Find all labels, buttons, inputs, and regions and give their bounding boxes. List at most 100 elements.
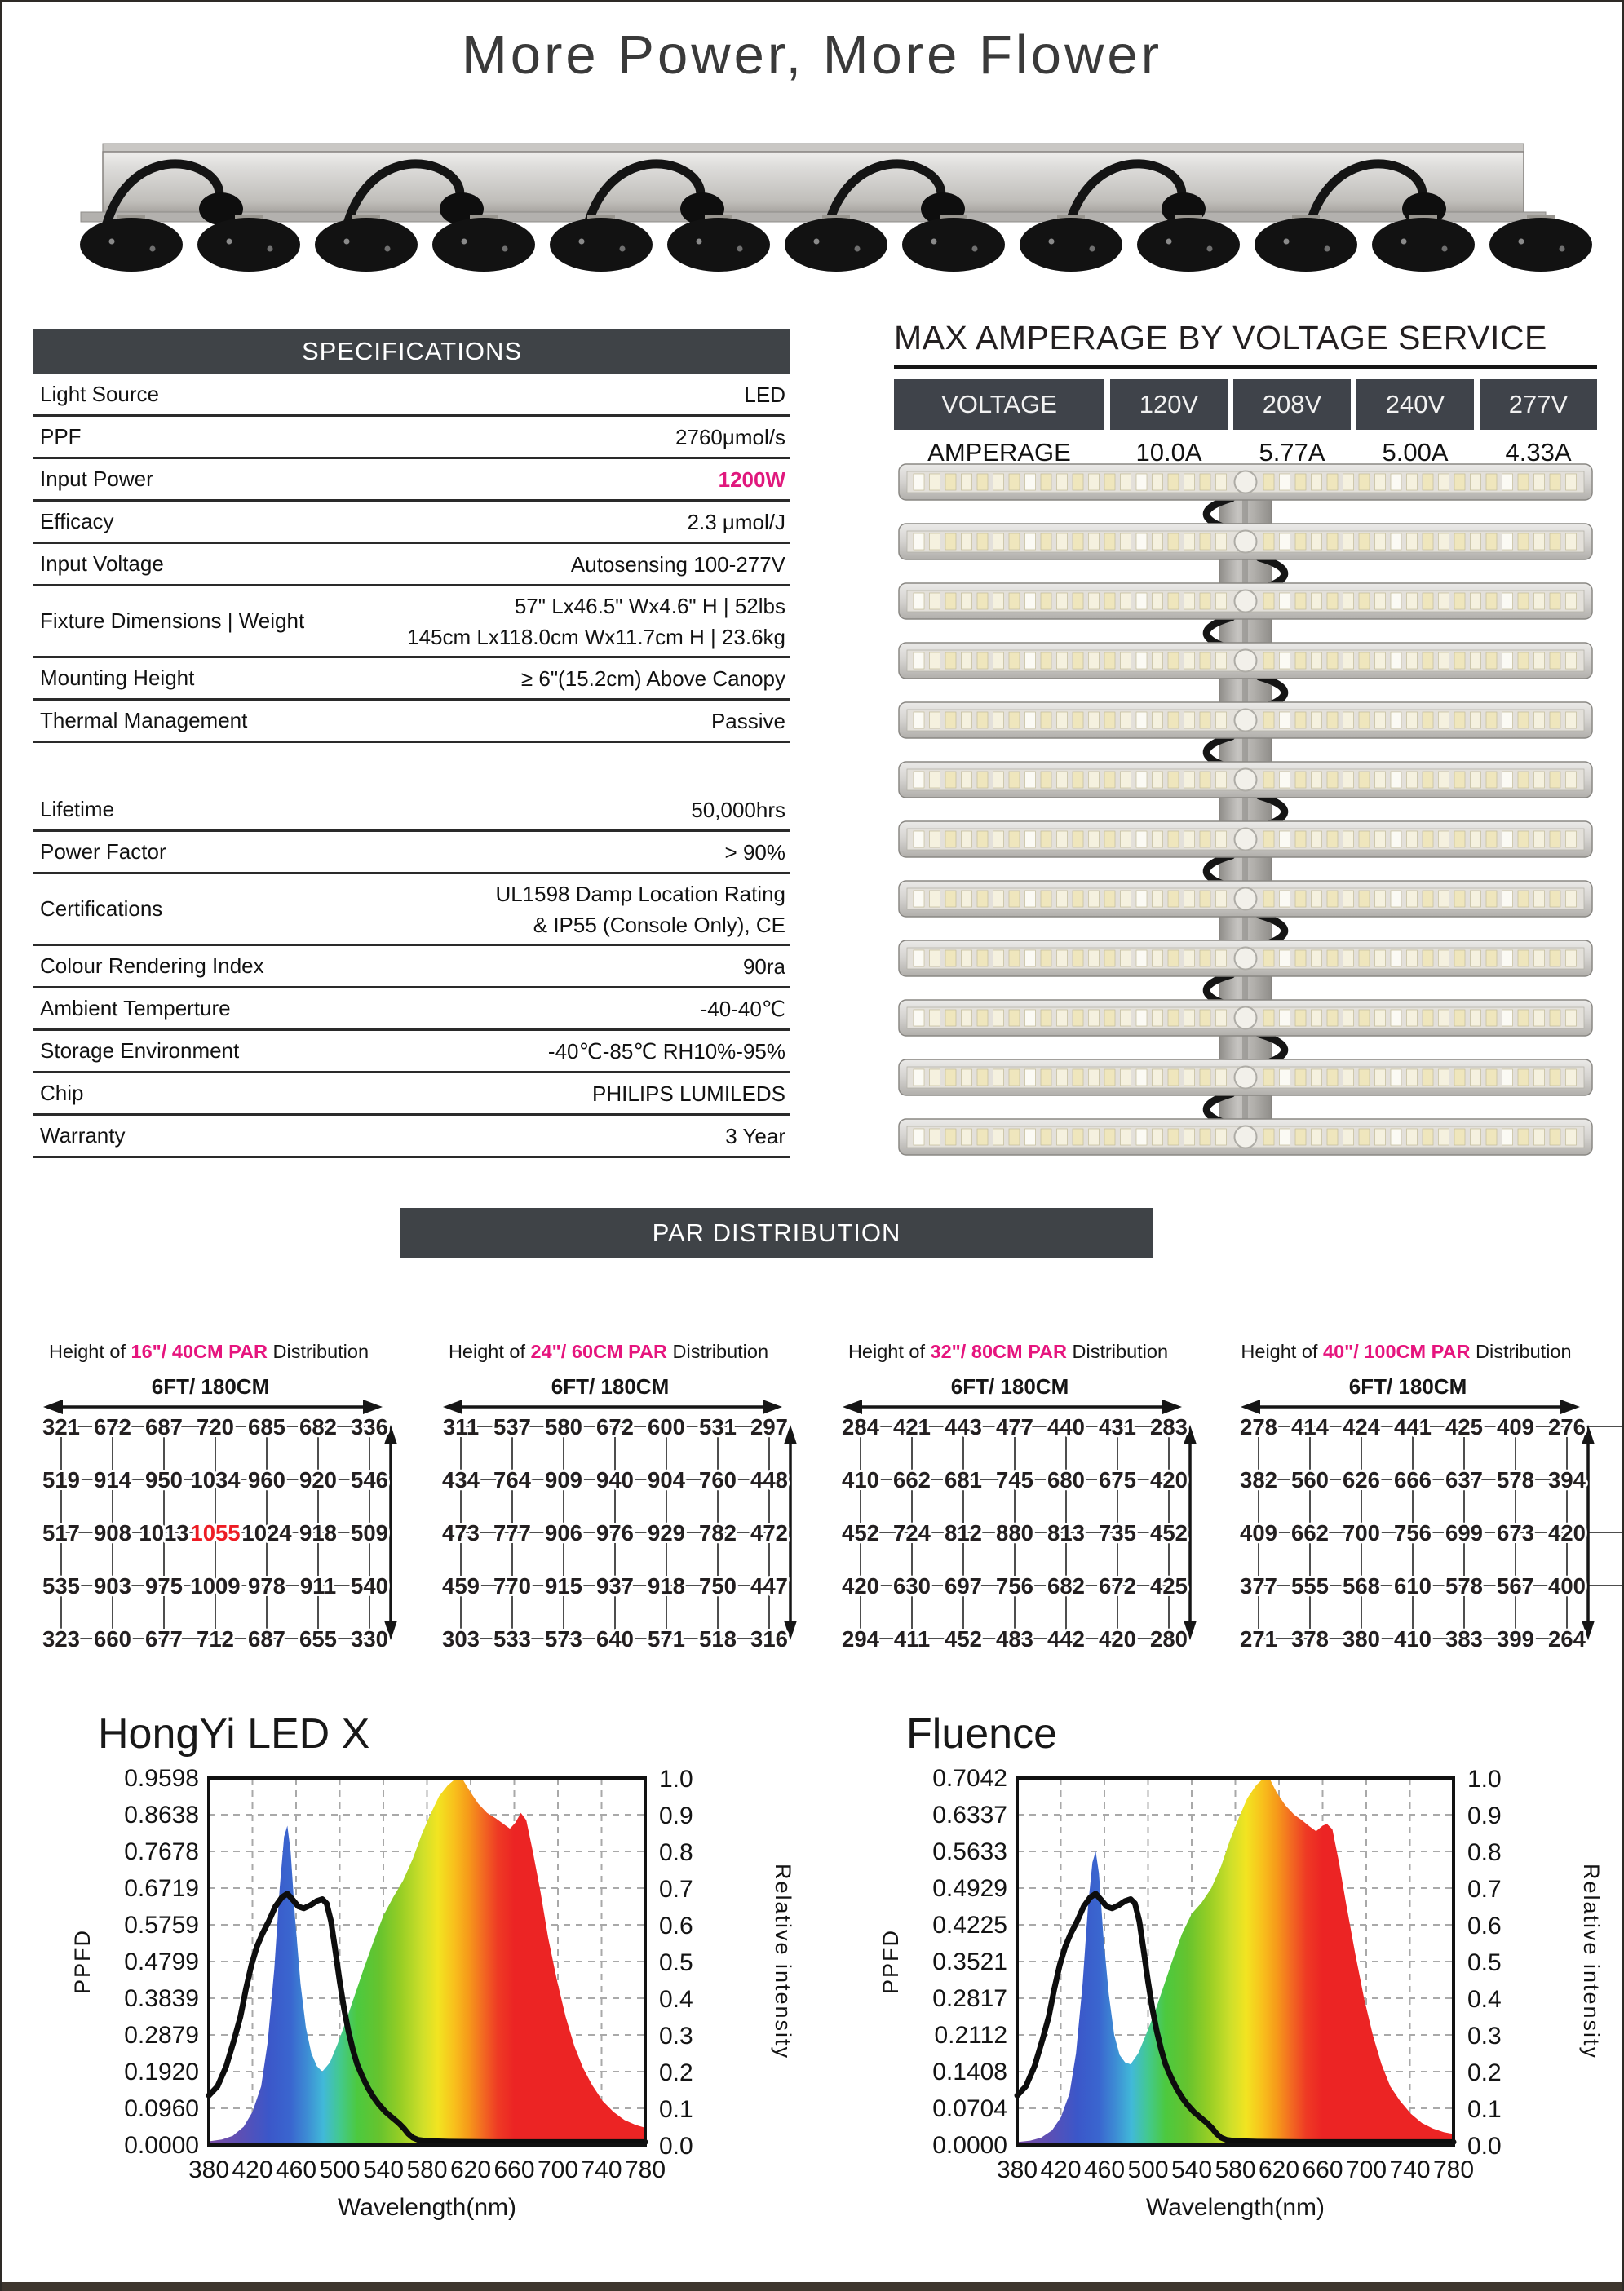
led-chip [1184,949,1195,967]
x-axis-tick: 420 [232,2156,272,2183]
par-width-label: 6FT/ 180CM [951,1374,1069,1399]
par-value: 425 [1150,1573,1188,1599]
led-chip [1517,711,1529,729]
led-chip [1390,1068,1402,1086]
led-chip [993,890,1004,908]
led-chip [1470,533,1481,551]
led-chip [1470,592,1481,610]
par-value: 909 [545,1467,582,1493]
led-chip [1152,830,1163,848]
led-chip [993,652,1004,670]
led-chip [1374,1128,1386,1146]
led-chip [1502,533,1513,551]
par-value: 681 [945,1467,982,1493]
led-chip [1358,473,1370,491]
led-chip [1152,711,1163,729]
par-value: 573 [545,1626,582,1652]
led-chip [1422,592,1434,610]
led-chip [1502,1009,1513,1027]
par-value: 567 [1497,1573,1534,1599]
led-chip [913,1068,925,1086]
par-value: 540 [351,1573,388,1599]
led-chip [1502,890,1513,908]
led-chip [1279,830,1290,848]
amperage-value: 5.00A [1382,438,1449,467]
par-width-label: 6FT/ 180CM [152,1374,270,1399]
par-value: 756 [1394,1520,1432,1546]
led-chip [961,533,972,551]
par-distribution-banner: PAR DISTRIBUTION [400,1208,1153,1258]
right-axis-tick: 0.1 [659,2096,693,2123]
led-chip [1422,1009,1434,1027]
par-value: 672 [94,1414,131,1440]
par-value: 264 [1548,1626,1586,1652]
led-chip [1294,592,1307,610]
led-chip [1104,890,1116,908]
spectrum-chart-svg: 0.7042 0.6337 0.5633 0.4929 0.4225 0.3521 0.28… [878,1765,1604,2221]
led-chip [1088,1009,1100,1027]
led-chip [1343,890,1354,908]
led-chip [929,1128,940,1146]
par-value: 531 [699,1414,737,1440]
led-chip [1024,533,1036,551]
led-chip [1517,1068,1529,1086]
led-chip [1390,1128,1402,1146]
bar-end-cap [902,218,1005,272]
par-value: 283 [1150,1414,1188,1440]
par-value: 452 [842,1520,879,1546]
led-chip [1326,949,1339,967]
led-chip [913,711,925,729]
arrow-left-icon [43,1400,63,1414]
par-value: 914 [94,1467,132,1493]
led-chip [1215,592,1227,610]
par-value: 677 [145,1626,183,1652]
led-chip [1390,473,1402,491]
led-chip [945,652,957,670]
led-bar [898,940,1593,977]
led-chip [1454,890,1466,908]
led-chip [1152,473,1163,491]
led-chip [976,949,989,967]
spec-row: Efficacy 2.3 μmol/J [33,502,790,544]
led-chip [1120,473,1131,491]
bar-center-connector [1233,470,1258,494]
fixture-top-view [894,456,1597,1170]
led-chip [1502,771,1513,789]
led-chip [1343,473,1354,491]
led-chip [1135,1068,1148,1086]
left-axis-tick: 0.7678 [124,1838,199,1865]
led-chip [1358,1128,1370,1146]
par-value: 655 [299,1626,337,1652]
par-value: 675 [1099,1467,1136,1493]
led-chip [1311,473,1322,491]
right-axis-tick: 0.2 [1467,2059,1502,2086]
par-value: 568 [1343,1573,1380,1599]
led-chip [1422,771,1434,789]
led-chip [1343,652,1354,670]
par-value: 782 [699,1520,737,1546]
par-grid-svg: Height of 16"/ 40CM PAR Distribution 6FT/… [40,1341,397,1654]
par-value: 284 [842,1414,880,1440]
par-value: 735 [1099,1520,1136,1546]
x-axis-tick: 580 [406,2156,447,2183]
par-value: 473 [442,1520,480,1546]
led-chip [1279,949,1290,967]
led-chip [1470,1068,1481,1086]
led-chip [1311,830,1322,848]
led-chip [976,1068,989,1086]
led-chip [929,592,940,610]
led-chip [1072,711,1084,729]
led-chip [1088,1068,1100,1086]
par-value: 975 [145,1573,183,1599]
led-bar [898,582,1593,620]
led-chip [1502,473,1513,491]
par-value: 1013 [139,1520,188,1546]
led-chip [1024,592,1036,610]
led-chip [1549,711,1561,729]
bar-end-cap [1255,218,1357,272]
led-chip [1088,652,1100,670]
led-chip [1533,592,1545,610]
led-chip [1549,1068,1561,1086]
led-chip [1294,1009,1307,1027]
led-chip [1470,711,1481,729]
